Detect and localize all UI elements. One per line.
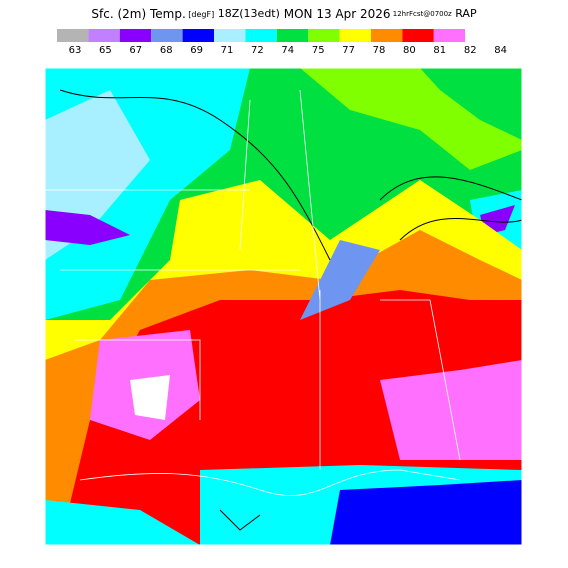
legend-label: 81 bbox=[433, 45, 446, 56]
legend-swatch bbox=[119, 29, 152, 42]
map-frame bbox=[44, 67, 523, 546]
title-part: MON 13 Apr 2026 bbox=[280, 7, 391, 21]
title-part: RAP bbox=[452, 7, 477, 20]
legend-label: 80 bbox=[403, 45, 416, 56]
title-part: 12hrFcst@0700z bbox=[391, 10, 453, 18]
legend-label: 75 bbox=[312, 45, 325, 56]
legend-swatch bbox=[371, 29, 403, 42]
legend-swatch bbox=[465, 29, 497, 42]
title-part: 18Z(13edt) bbox=[214, 7, 280, 20]
legend-label: 63 bbox=[69, 45, 82, 56]
legend-swatch bbox=[433, 29, 466, 42]
legend: 63 65 67 68 69 71 72 74 75 77 78 80 81 82 84 bbox=[57, 29, 507, 56]
legend-swatch bbox=[339, 29, 371, 42]
legend-label: 67 bbox=[129, 45, 142, 56]
legend-label: 78 bbox=[373, 45, 386, 56]
legend-swatch bbox=[214, 29, 246, 42]
legend-swatch bbox=[151, 29, 183, 42]
legend-swatch bbox=[245, 29, 277, 42]
legend-label: 68 bbox=[160, 45, 173, 56]
title: Sfc. (2m) Temp. [degF] 18Z(13edt) MON 13… bbox=[91, 7, 477, 21]
legend-swatch bbox=[276, 29, 309, 42]
legend-label: 84 bbox=[494, 45, 507, 56]
legend-swatch bbox=[308, 29, 340, 42]
legend-label: 74 bbox=[281, 45, 294, 56]
legend-label: 77 bbox=[342, 45, 355, 56]
title-part: [degF] bbox=[186, 10, 214, 19]
legend-swatch bbox=[88, 29, 120, 42]
legend-label: 69 bbox=[190, 45, 203, 56]
legend-label: 82 bbox=[464, 45, 477, 56]
legend-label: 72 bbox=[251, 45, 264, 56]
legend-label: 65 bbox=[99, 45, 112, 56]
map bbox=[45, 68, 522, 545]
title-text: Sfc. (2m) Temp. [degF] 18Z(13edt) MON 13… bbox=[91, 7, 477, 21]
legend-label: 71 bbox=[221, 45, 234, 56]
title-part: Sfc. (2m) Temp. bbox=[91, 7, 185, 21]
legend-swatch bbox=[57, 29, 89, 42]
legend-swatch bbox=[402, 29, 434, 42]
legend-swatch bbox=[182, 29, 214, 42]
